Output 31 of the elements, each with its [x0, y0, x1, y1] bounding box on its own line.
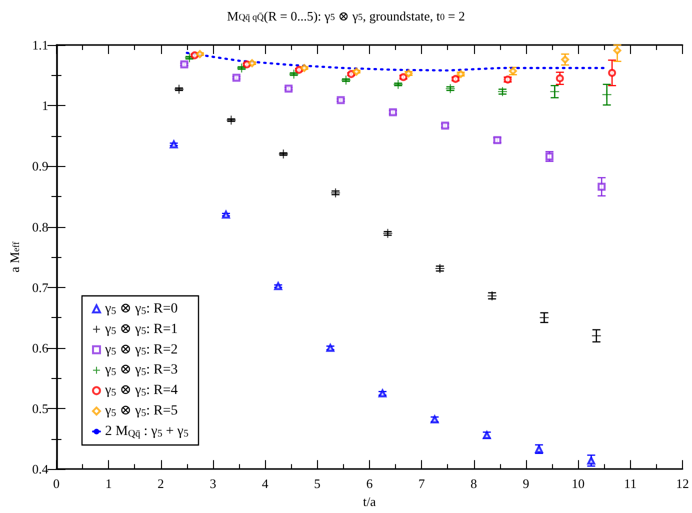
y-tick-label: 1 [42, 98, 48, 114]
y-tick-label: 0.9 [32, 158, 48, 174]
x-tick-label: 8 [470, 476, 478, 492]
y-tick-label: 0.5 [32, 401, 48, 416]
legend-label: γ5 ⊗ γ5: R=1 [104, 322, 178, 338]
legend-label: γ5 ⊗ γ5: R=2 [104, 342, 178, 358]
x-tick-label: 5 [314, 476, 321, 492]
chart-title: MQq̄ qQ̄(R = 0...5): γ5 ⊗ γ5, groundstate, t0 = 2 [227, 8, 466, 24]
legend-label: γ5 ⊗ γ5: R=4 [104, 383, 178, 399]
legend-label: γ5 ⊗ γ5: R=5 [104, 404, 178, 420]
x-tick-label: 9 [522, 476, 530, 492]
x-tick-label: 4 [262, 476, 269, 492]
y-tick-label: 0.6 [32, 340, 49, 356]
x-tick-label: 10 [572, 476, 585, 492]
x-tick-label: 12 [676, 476, 689, 492]
x-axis-title: t/a [362, 494, 376, 509]
x-tick-label: 11 [624, 476, 637, 492]
x-tick-label: 2 [158, 476, 164, 492]
x-tick-label: 7 [418, 476, 426, 492]
y-tick-label: 0.8 [32, 219, 48, 234]
x-tick-label: 3 [210, 476, 216, 492]
x-tick-label: 0 [53, 476, 60, 492]
legend-label: γ5 ⊗ γ5: R=0 [104, 301, 178, 317]
y-axis-title: a Meff [7, 240, 22, 272]
x-tick-label: 6 [366, 476, 374, 492]
legend-label: 2 MQq̄ : γ5 + γ5 [105, 424, 189, 440]
legend-label: γ5 ⊗ γ5: R=3 [104, 362, 178, 378]
y-tick-label: 0.7 [32, 280, 49, 295]
x-tick-label: 1 [105, 476, 112, 492]
y-tick-label: 0.4 [32, 462, 49, 477]
y-tick-label: 1.1 [32, 38, 48, 52]
